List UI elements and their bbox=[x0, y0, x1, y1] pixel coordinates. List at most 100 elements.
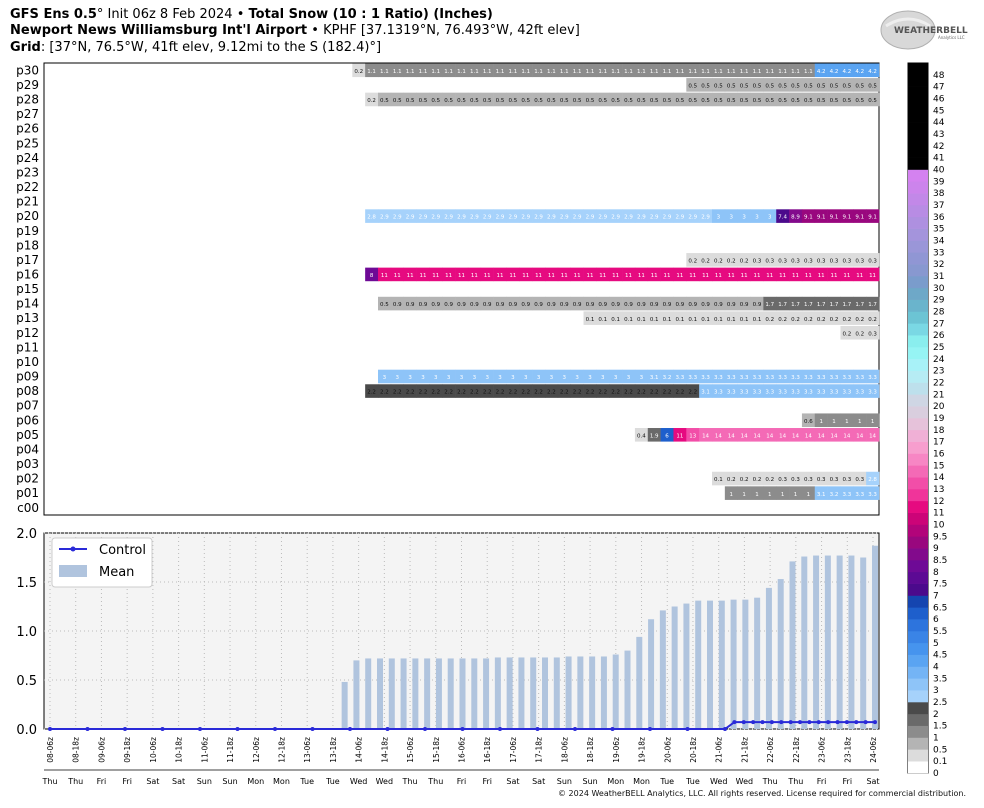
heatmap-cell bbox=[493, 296, 507, 311]
heatmap-cell bbox=[724, 369, 738, 384]
heatmap-cell-label: 1.1 bbox=[457, 69, 466, 75]
heatmap-cell bbox=[519, 92, 533, 107]
heatmap-cell-label: 3.3 bbox=[817, 390, 826, 396]
heatmap-cell-label: 0.9 bbox=[393, 302, 402, 308]
heatmap-cell bbox=[634, 296, 649, 311]
heatmap-cell-label: 3 bbox=[421, 375, 425, 381]
heatmap-cell-label: 3.3 bbox=[855, 375, 864, 381]
heatmap-cell bbox=[866, 253, 880, 267]
heatmap-cell bbox=[699, 92, 713, 107]
heatmap-cell bbox=[801, 384, 816, 398]
colorbar-swatch bbox=[908, 571, 928, 584]
heatmap-cell-label: 3.3 bbox=[765, 390, 774, 396]
heatmap-cell-label: 0.5 bbox=[444, 98, 453, 104]
x-tick-label: 22-18z bbox=[792, 737, 801, 763]
heatmap-cell bbox=[480, 63, 494, 78]
heatmap-cell bbox=[365, 384, 379, 398]
colorbar-swatch bbox=[908, 74, 928, 87]
heatmap-cell bbox=[673, 369, 687, 384]
colorbar-tick-label: 37 bbox=[933, 201, 944, 211]
heatmap-cell bbox=[699, 267, 713, 282]
heatmap-cell-label: 11 bbox=[779, 273, 786, 279]
heatmap-cell-label: 0.5 bbox=[431, 98, 440, 104]
heatmap-cell bbox=[712, 296, 726, 311]
heatmap-cell-label: 2.9 bbox=[560, 215, 569, 221]
heatmap-cell bbox=[686, 209, 700, 223]
heatmap-cell bbox=[378, 209, 392, 223]
heatmap-cell bbox=[827, 209, 841, 223]
member-label: p04 bbox=[16, 442, 39, 456]
heatmap-cell-label: 0.1 bbox=[727, 317, 736, 323]
control-point bbox=[769, 720, 774, 725]
control-point bbox=[423, 727, 427, 731]
heatmap-cell-label: 1.7 bbox=[830, 302, 839, 308]
heatmap-cell-label: 3.3 bbox=[791, 390, 800, 396]
heatmap-cell bbox=[801, 413, 816, 428]
x-tick-label: 23-06z bbox=[818, 737, 827, 763]
heatmap-cell bbox=[853, 369, 867, 384]
member-label: p03 bbox=[16, 457, 39, 471]
heatmap-cell-label: 0.1 bbox=[714, 477, 723, 483]
member-label: p02 bbox=[16, 472, 39, 486]
mean-bar bbox=[377, 658, 383, 729]
day-label: Sun bbox=[582, 777, 597, 786]
heatmap-cell bbox=[390, 92, 404, 107]
mean-bar bbox=[671, 606, 678, 729]
heatmap-cell-label: 1.1 bbox=[560, 69, 569, 75]
heatmap-cell bbox=[853, 486, 867, 500]
heatmap-cell bbox=[814, 296, 828, 311]
heatmap-cell bbox=[596, 209, 610, 223]
heatmap-cell-label: 0.5 bbox=[868, 98, 877, 104]
heatmap-cell bbox=[866, 486, 880, 500]
colorbar-tick-label: 30 bbox=[933, 284, 945, 294]
heatmap-cell-label: 0.1 bbox=[688, 317, 697, 323]
heatmap-cell-label: 11 bbox=[869, 273, 876, 279]
colorbar-tick-label: 16 bbox=[933, 450, 945, 460]
heatmap-cell-label: 3.3 bbox=[765, 375, 774, 381]
heatmap-cell-label: 1 bbox=[730, 492, 734, 498]
heatmap-cell bbox=[776, 78, 790, 92]
heatmap-cell-label: 2.2 bbox=[431, 390, 440, 396]
control-point bbox=[751, 720, 756, 725]
heatmap-cell bbox=[750, 486, 764, 500]
heatmap-cell-label: 3.3 bbox=[688, 375, 697, 381]
day-label: Sat bbox=[866, 777, 879, 786]
heatmap-cell bbox=[622, 384, 636, 398]
heatmap-cell bbox=[866, 78, 880, 92]
colorbar-tick-label: 35 bbox=[933, 225, 944, 235]
heatmap-cell-label: 1.9 bbox=[650, 433, 659, 439]
heatmap-cell-label: 3 bbox=[614, 375, 618, 381]
heatmap-cell bbox=[416, 384, 430, 398]
heatmap-cell-label: 0.9 bbox=[534, 302, 543, 308]
heatmap-cell bbox=[673, 311, 687, 325]
heatmap-cell bbox=[532, 209, 546, 223]
legend-control-marker bbox=[70, 546, 76, 552]
heatmap-cell-label: 0.6 bbox=[804, 419, 813, 425]
heatmap-cell-label: 3.3 bbox=[714, 375, 723, 381]
colorbar-tick-label: 9 bbox=[933, 544, 939, 554]
heatmap-cell bbox=[737, 209, 751, 223]
heatmap-cell-label: 11 bbox=[484, 273, 491, 279]
control-point bbox=[385, 727, 390, 731]
colorbar-swatch bbox=[908, 465, 928, 478]
heatmap-cell-label: 11 bbox=[676, 433, 683, 439]
heatmap-cell-label: 11 bbox=[741, 273, 748, 279]
heatmap-cell-label: 11 bbox=[728, 273, 735, 279]
heatmap-cell bbox=[763, 209, 777, 223]
heatmap-cell-label: 0.3 bbox=[791, 477, 800, 483]
heatmap-cell-label: 1.7 bbox=[817, 302, 826, 308]
heatmap-cell bbox=[455, 267, 469, 282]
mean-bar bbox=[765, 587, 772, 729]
heatmap-cell-label: 0.9 bbox=[496, 302, 505, 308]
heatmap-cell-label: 0.9 bbox=[624, 302, 633, 308]
heatmap-cell-label: 3 bbox=[755, 215, 759, 221]
heatmap-cell-label: 11 bbox=[856, 273, 863, 279]
heatmap-cell bbox=[789, 384, 803, 398]
heatmap-cell bbox=[827, 369, 841, 384]
heatmap-cell-label: 0.9 bbox=[688, 302, 697, 308]
control-point bbox=[160, 727, 165, 731]
heatmap-cell bbox=[776, 311, 790, 325]
member-label: p19 bbox=[16, 224, 39, 238]
day-label: Thu bbox=[402, 777, 418, 786]
heatmap-cell bbox=[801, 253, 816, 267]
